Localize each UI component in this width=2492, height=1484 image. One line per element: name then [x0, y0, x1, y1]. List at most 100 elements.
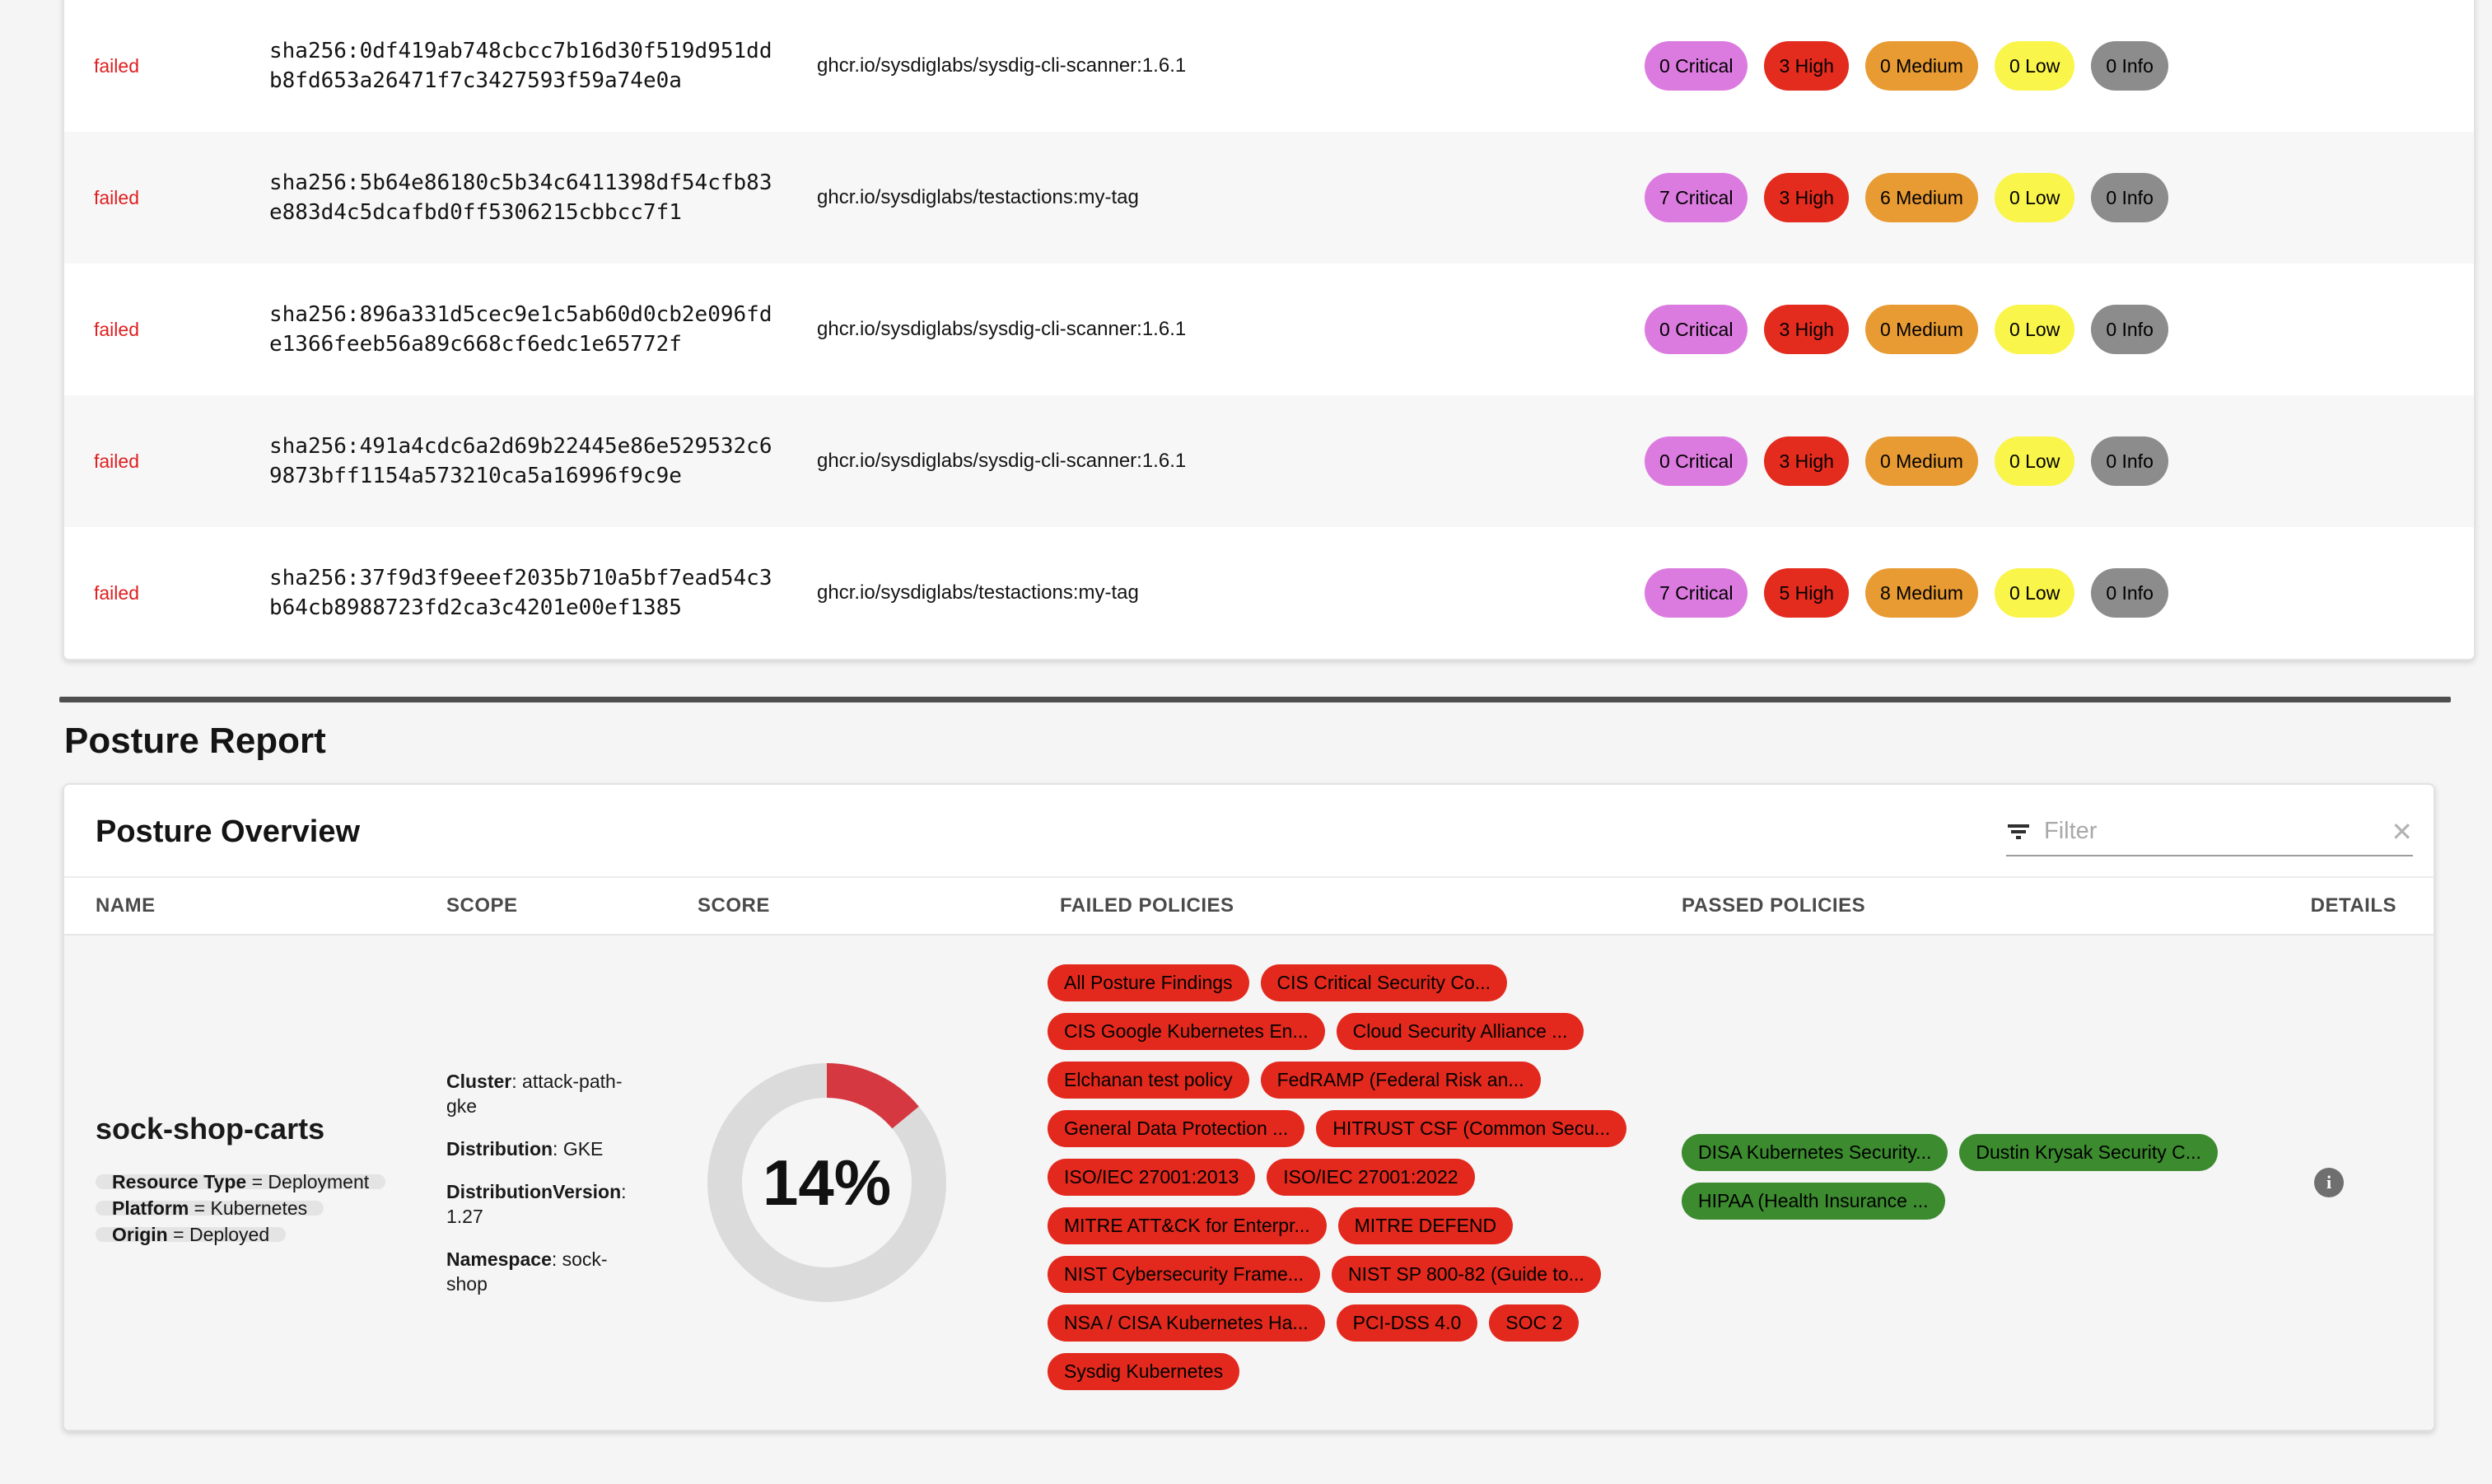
- scope-distribution: Distribution: GKE: [446, 1136, 644, 1161]
- image-digest: sha256:896a331d5cec9e1c5ab60d0cb2e096fde…: [269, 302, 772, 357]
- section-divider: [59, 697, 2451, 702]
- info-badge: 0 Info: [2091, 41, 2168, 91]
- failed-policy-pill[interactable]: HITRUST CSF (Common Secu...: [1316, 1109, 1627, 1147]
- scan-result-row: failed sha256:491a4cdc6a2d69b22445e86e52…: [64, 395, 2474, 527]
- image-digest: sha256:491a4cdc6a2d69b22445e86e529532c69…: [269, 434, 772, 488]
- failed-policy-pill[interactable]: PCI-DSS 4.0: [1336, 1304, 1478, 1342]
- failed-policy-pill[interactable]: CIS Google Kubernetes En...: [1048, 1012, 1325, 1050]
- scope-distribution-version: DistributionVersion: 1.27: [446, 1179, 644, 1229]
- details-cell: i: [2308, 1168, 2434, 1197]
- high-badge: 3 High: [1764, 173, 1849, 222]
- failed-policy-pill[interactable]: SOC 2: [1489, 1304, 1580, 1342]
- high-badge: 5 High: [1764, 568, 1849, 618]
- tag-key: Origin: [112, 1224, 168, 1245]
- details-info-icon[interactable]: i: [2314, 1168, 2344, 1197]
- image-name: ghcr.io/sysdiglabs/sysdig-cli-scanner:1.…: [817, 450, 1187, 472]
- tag-separator: =: [189, 1197, 211, 1219]
- failed-policy-pill[interactable]: FedRAMP (Federal Risk an...: [1260, 1061, 1541, 1099]
- scan-results-table: failed sha256:0df419ab748cbcc7b16d30f519…: [63, 0, 2476, 660]
- failed-policy-pill[interactable]: CIS Critical Security Co...: [1260, 964, 1507, 1001]
- critical-badge: 0 Critical: [1645, 41, 1748, 91]
- posture-row: sock-shop-carts Resource Type = Deployme…: [64, 936, 2434, 1430]
- failed-policy-pill[interactable]: ISO/IEC 27001:2022: [1267, 1158, 1475, 1196]
- posture-overview-title: Posture Overview: [96, 814, 361, 849]
- medium-badge: 6 Medium: [1864, 173, 1978, 222]
- scope-key: Distribution: [446, 1138, 553, 1160]
- critical-badge: 0 Critical: [1645, 305, 1748, 354]
- failed-policy-pill[interactable]: ISO/IEC 27001:2013: [1048, 1158, 1256, 1196]
- column-header-passed-policies: PASSED POLICIES: [1682, 894, 1866, 917]
- score-cell: 14%: [698, 1063, 1048, 1302]
- tag-separator: =: [167, 1224, 189, 1245]
- high-badge: 3 High: [1764, 41, 1849, 91]
- scope-cell: Cluster: attack-path-gke Distribution: G…: [446, 1069, 644, 1296]
- clear-filter-icon[interactable]: ✕: [2391, 815, 2413, 847]
- critical-badge: 0 Critical: [1645, 436, 1748, 486]
- scope-separator: :: [511, 1071, 523, 1092]
- platform-tag: Platform = Kubernetes: [96, 1199, 324, 1218]
- passed-policy-pill[interactable]: HIPAA (Health Insurance ...: [1682, 1183, 1945, 1220]
- failed-policy-pill[interactable]: NSA / CISA Kubernetes Ha...: [1048, 1304, 1325, 1342]
- failed-policy-pill[interactable]: NIST Cybersecurity Frame...: [1048, 1255, 1320, 1293]
- tag-value: Deployment: [268, 1171, 370, 1192]
- failed-policy-pill[interactable]: General Data Protection ...: [1048, 1109, 1305, 1147]
- failed-policy-pill[interactable]: Cloud Security Alliance ...: [1336, 1012, 1584, 1050]
- tag-key: Resource Type: [112, 1171, 247, 1192]
- tag-key: Platform: [112, 1197, 189, 1219]
- passed-policy-pill[interactable]: Dustin Krysak Security C...: [1959, 1134, 2218, 1171]
- column-header-details: DETAILS: [2310, 894, 2396, 917]
- posture-report-title: Posture Report: [64, 721, 326, 761]
- failed-policy-pill[interactable]: MITRE ATT&CK for Enterpr...: [1048, 1206, 1327, 1244]
- critical-badge: 7 Critical: [1645, 173, 1748, 222]
- filter-box: ✕: [2006, 818, 2413, 856]
- filter-input[interactable]: [2044, 818, 2378, 845]
- failed-policy-pill[interactable]: Elchanan test policy: [1048, 1061, 1249, 1099]
- posture-card-header: Posture Overview ✕: [64, 785, 2434, 876]
- scope-separator: :: [551, 1248, 562, 1270]
- critical-badge: 7 Critical: [1645, 568, 1748, 618]
- low-badge: 0 Low: [1994, 568, 2075, 618]
- image-name: ghcr.io/sysdiglabs/testactions:my-tag: [817, 186, 1139, 208]
- scan-result-row: failed sha256:0df419ab748cbcc7b16d30f519…: [64, 0, 2474, 132]
- posture-table-header: NAME SCOPE SCORE FAILED POLICIES PASSED …: [64, 876, 2434, 936]
- column-header-failed-policies: FAILED POLICIES: [1060, 894, 1234, 917]
- image-name: ghcr.io/sysdiglabs/testactions:my-tag: [817, 581, 1139, 604]
- low-badge: 0 Low: [1994, 305, 2075, 354]
- scan-status: failed: [94, 186, 139, 208]
- scope-key: Cluster: [446, 1071, 512, 1092]
- scan-result-row: failed sha256:37f9d3f9eeef2035b710a5bf7e…: [64, 527, 2474, 659]
- image-digest: sha256:37f9d3f9eeef2035b710a5bf7ead54c3b…: [269, 566, 772, 620]
- scope-value: GKE: [562, 1138, 604, 1160]
- severity-badges: 0 Critical 3 High 0 Medium 0 Low 0 Info: [1645, 305, 2474, 354]
- scan-status: failed: [94, 450, 139, 472]
- info-badge: 0 Info: [2091, 305, 2168, 354]
- image-digest: sha256:0df419ab748cbcc7b16d30f519d951ddb…: [269, 39, 772, 93]
- severity-badges: 7 Critical 5 High 8 Medium 0 Low 0 Info: [1645, 568, 2474, 618]
- passed-policies-cell: DISA Kubernetes Security... Dustin Krysak…: [1682, 1134, 2308, 1231]
- resource-type-tag: Resource Type = Deployment: [96, 1171, 386, 1192]
- passed-policies-list: DISA Kubernetes Security... Dustin Krysak…: [1682, 1134, 2258, 1231]
- high-badge: 3 High: [1764, 305, 1849, 354]
- scan-status: failed: [94, 318, 139, 340]
- severity-badges: 0 Critical 3 High 0 Medium 0 Low 0 Info: [1645, 41, 2474, 91]
- failed-policy-pill[interactable]: Sysdig Kubernetes: [1048, 1352, 1240, 1390]
- medium-badge: 0 Medium: [1864, 305, 1978, 354]
- passed-policy-pill[interactable]: DISA Kubernetes Security...: [1682, 1134, 1948, 1171]
- failed-policy-pill[interactable]: MITRE DEFEND: [1337, 1206, 1514, 1244]
- medium-badge: 0 Medium: [1864, 41, 1978, 91]
- failed-policy-pill[interactable]: NIST SP 800-82 (Guide to...: [1331, 1255, 1601, 1293]
- scope-separator: :: [553, 1138, 563, 1160]
- info-badge: 0 Info: [2091, 568, 2168, 618]
- report-page: failed sha256:0df419ab748cbcc7b16d30f519…: [59, 0, 2476, 1431]
- column-header-name: NAME: [96, 894, 156, 917]
- image-digest: sha256:5b64e86180c5b34c6411398df54cfb83e…: [269, 170, 772, 225]
- scope-separator: :: [621, 1181, 627, 1202]
- origin-tag: Origin = Deployed: [96, 1224, 287, 1245]
- scan-result-row: failed sha256:896a331d5cec9e1c5ab60d0cb2…: [64, 264, 2474, 395]
- score-arc: [707, 1063, 946, 1302]
- info-badge: 0 Info: [2091, 173, 2168, 222]
- scope-cluster: Cluster: attack-path-gke: [446, 1069, 644, 1118]
- failed-policy-pill[interactable]: All Posture Findings: [1048, 964, 1249, 1001]
- failed-policies-list: All Posture Findings CIS Critical Securit…: [1048, 964, 1661, 1402]
- low-badge: 0 Low: [1994, 173, 2075, 222]
